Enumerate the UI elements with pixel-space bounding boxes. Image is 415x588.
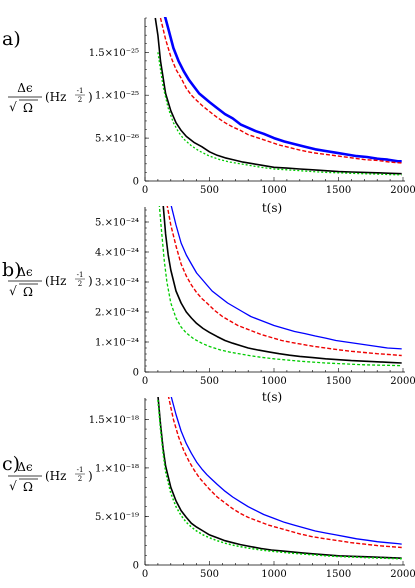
series-line-1 <box>170 397 402 545</box>
ylabel-unit-exp-den: 2 <box>78 475 82 483</box>
x-tick-label: 1000 <box>261 376 286 387</box>
ylabel-unit-exp-num: -1 <box>77 271 84 279</box>
chart-panel-2: 0 500 1000 1500 2000 0 1.×10⁻²⁴ 2.×10⁻²⁴ 3.×10⁻²… <box>2 206 415 404</box>
ylabel-unit-base: (Hz <box>45 469 66 483</box>
y-tick-label: 5.×10⁻²⁴ <box>95 218 139 229</box>
x-tick-label: 0 <box>142 185 148 196</box>
series-line-1 <box>170 206 402 350</box>
y-tick-label: 1.×10⁻²⁵ <box>95 91 139 102</box>
x-tick-label: 0 <box>142 376 148 387</box>
y-tick-label: 4.×10⁻²⁴ <box>95 248 139 259</box>
ylabel-unit-exp-den: 2 <box>78 96 82 104</box>
series-line-2 <box>167 397 402 549</box>
x-tick-label: 1500 <box>326 569 351 580</box>
ylabel-unit-base: (Hz <box>45 90 66 104</box>
series-line-3 <box>154 17 402 175</box>
y-tick-label: 1.5×10⁻¹⁸ <box>89 415 139 426</box>
ylabel-numerator: Δϵ <box>17 81 33 95</box>
ylabel-numerator: Δϵ <box>17 265 33 279</box>
series-group <box>157 397 402 560</box>
y-tick-label: 3.×10⁻²⁴ <box>95 278 139 289</box>
y-axis-label: Δϵ√ Ω (Hz -12) <box>8 460 93 494</box>
y-tick-label: 1.×10⁻¹⁸ <box>95 463 139 474</box>
x-tick-label: 2000 <box>390 185 415 196</box>
chart-panel-1: 0 500 1000 1500 2000 0 5.×10⁻²⁶ 1.×10⁻²⁵ 1.5×10⁻… <box>2 17 415 215</box>
ylabel-unit-close: ) <box>88 469 93 483</box>
series-line-3 <box>157 397 402 559</box>
y-tick-label: 0 <box>133 368 139 379</box>
ylabel-unit-base: (Hz <box>45 274 66 288</box>
x-tick-label: 2000 <box>390 376 415 387</box>
ylabel-unit-close: ) <box>88 90 93 104</box>
x-tick-label: 0 <box>142 569 148 580</box>
series-group <box>158 206 402 367</box>
y-tick-label: 1.×10⁻²⁴ <box>95 338 139 349</box>
x-axis-label: t(s) <box>262 201 282 215</box>
x-tick-label: 500 <box>200 376 219 387</box>
series-line-3 <box>162 206 402 364</box>
series-line-4 <box>157 52 402 176</box>
x-tick-label: 1500 <box>326 185 351 196</box>
chart-panel-3: 0 500 1000 1500 2000 0 5.×10⁻¹⁹ 1.×10⁻¹⁸ 1.5×10⁻… <box>2 397 415 580</box>
series-line-1 <box>163 17 402 163</box>
y-tick-label: 5.×10⁻²⁶ <box>95 134 139 145</box>
x-tick-label: 2000 <box>390 569 415 580</box>
series-line-2 <box>159 17 402 164</box>
panel-label: b) <box>2 259 22 281</box>
series-line-4 <box>158 206 402 367</box>
series-line-4 <box>157 399 402 560</box>
x-tick-label: 500 <box>200 185 219 196</box>
x-axis-label: t(s) <box>262 390 282 404</box>
ylabel-unit-exp-num: -1 <box>77 87 84 95</box>
panel-label: c) <box>2 453 20 475</box>
series-line-2 <box>166 206 402 357</box>
ylabel-unit-exp-den: 2 <box>78 280 82 288</box>
ylabel-denominator: Ω <box>23 285 33 299</box>
x-tick-label: 500 <box>200 569 219 580</box>
ylabel-radical: √ <box>9 479 17 493</box>
y-tick-label: 2.×10⁻²⁴ <box>95 308 139 319</box>
y-tick-label: 1.5×10⁻²⁵ <box>89 48 139 59</box>
y-axis-label: Δϵ√ Ω (Hz -12) <box>8 265 93 299</box>
y-axis-label: Δϵ√ Ω (Hz -12) <box>8 81 93 115</box>
x-tick-label: 1000 <box>261 185 286 196</box>
panel-label: a) <box>2 28 21 50</box>
series-group <box>154 17 402 176</box>
ylabel-denominator: Ω <box>23 480 33 494</box>
ylabel-unit-close: ) <box>88 274 93 288</box>
ylabel-denominator: Ω <box>23 101 33 115</box>
ylabel-radical: √ <box>9 284 17 298</box>
ylabel-radical: √ <box>9 100 17 114</box>
ylabel-unit-exp-num: -1 <box>77 466 84 474</box>
x-tick-label: 1000 <box>261 569 286 580</box>
y-tick-label: 5.×10⁻¹⁹ <box>95 512 139 523</box>
x-tick-label: 1500 <box>326 376 351 387</box>
y-tick-label: 0 <box>133 561 139 572</box>
y-tick-label: 0 <box>133 177 139 188</box>
ylabel-numerator: Δϵ <box>17 460 33 474</box>
